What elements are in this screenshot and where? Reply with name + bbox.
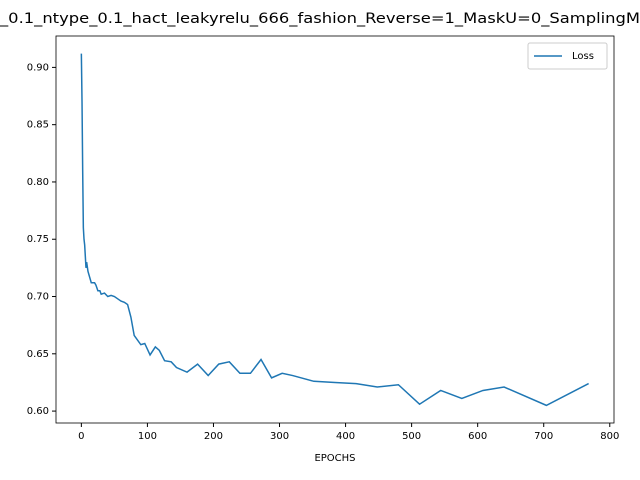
chart-title: _0.1_ntype_0.1_hact_leakyrelu_666_fashio… bbox=[0, 11, 640, 27]
plot-frame bbox=[55, 35, 615, 424]
x-tick-label: 400 bbox=[336, 431, 355, 442]
y-tick-label: 0.60 bbox=[27, 406, 49, 417]
x-tick-label: 500 bbox=[402, 431, 421, 442]
line-series bbox=[80, 53, 589, 407]
legend-label: Loss bbox=[572, 51, 594, 62]
y-tick-label: 0.90 bbox=[27, 62, 49, 73]
x-tick-label: 800 bbox=[600, 431, 619, 442]
x-axis-label: EPOCHS bbox=[314, 453, 355, 464]
x-tick-label: 600 bbox=[468, 431, 487, 442]
y-tick-label: 0.75 bbox=[27, 234, 49, 245]
y-tick-label: 0.70 bbox=[27, 292, 49, 303]
x-tick-label: 300 bbox=[270, 431, 289, 442]
y-tick-label: 0.65 bbox=[27, 349, 49, 360]
x-tick-label: 700 bbox=[534, 431, 553, 442]
y-tick-label: 0.85 bbox=[27, 120, 49, 131]
x-tick-label: 100 bbox=[138, 431, 157, 442]
x-tick-label: 200 bbox=[204, 431, 223, 442]
legend-box bbox=[527, 42, 608, 70]
y-tick-label: 0.80 bbox=[27, 177, 49, 188]
x-tick-label: 0 bbox=[78, 431, 84, 442]
